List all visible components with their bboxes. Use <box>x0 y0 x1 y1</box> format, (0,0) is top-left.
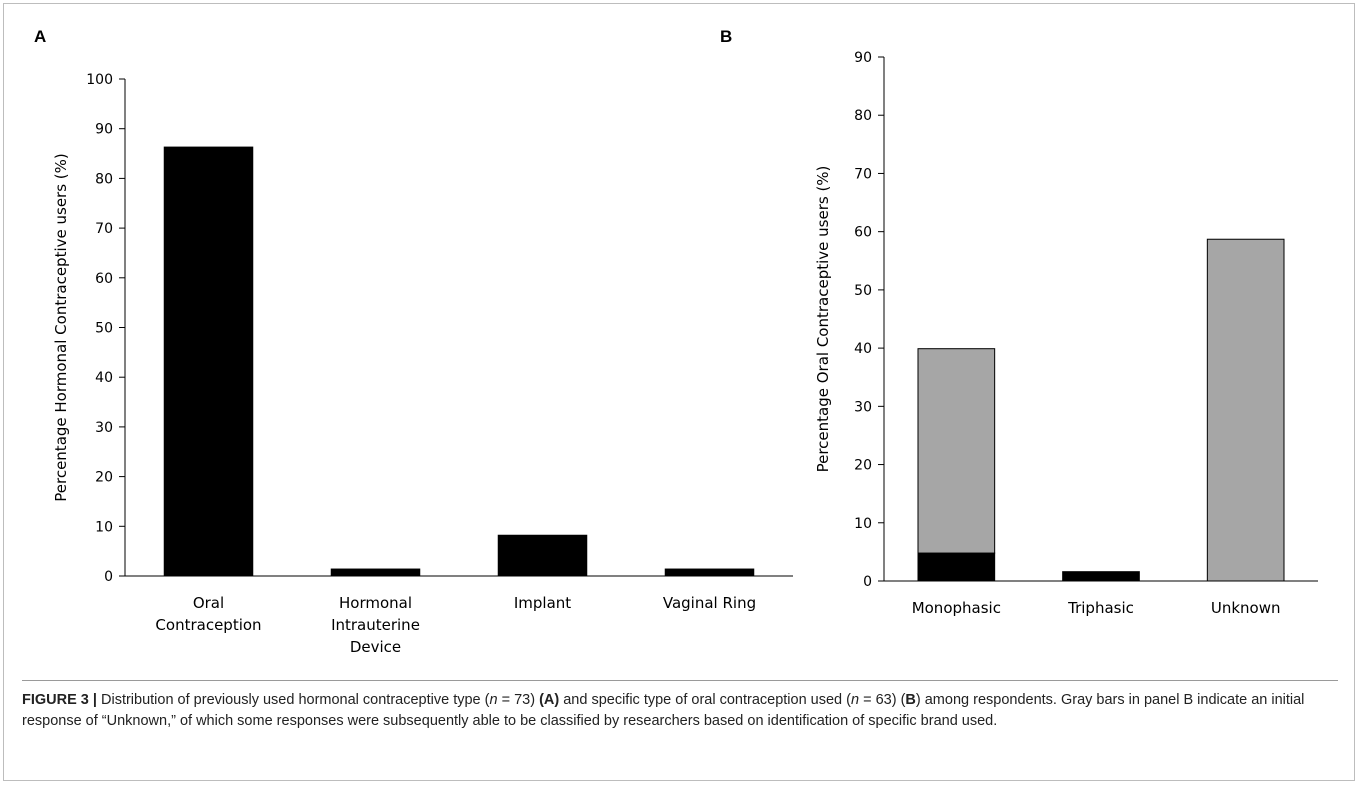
caption-text-1: Distribution of previously used hormonal… <box>96 692 490 708</box>
panel-a-y-tick-label: 0 <box>104 569 113 585</box>
caption-figure-label: FIGURE 3 | <box>22 692 97 708</box>
panel-b-y-tick-label: 0 <box>863 574 872 590</box>
panel-b-chart: 0 10 20 30 40 50 60 70 80 90 Monophasic Triphasic Un… <box>814 50 1318 617</box>
panel-b-y-tick-label: 50 <box>854 283 872 299</box>
panel-a-category-label: Vaginal Ring <box>663 594 756 612</box>
panel-a-y-tick-label: 20 <box>95 470 113 486</box>
panel-a-y-tick-label: 40 <box>95 370 113 386</box>
panel-b-bar-gray <box>917 348 996 554</box>
panel-b-category-label: Triphasic <box>1067 599 1134 617</box>
caption-divider <box>22 680 1338 681</box>
caption-n-symbol-1: n <box>489 692 498 708</box>
panel-b-y-axis-label: Percentage Oral Contraceptive users (%) <box>814 166 832 473</box>
caption-text-3: and specific type of oral contraception … <box>559 692 851 708</box>
panel-a-bar-black <box>330 568 421 577</box>
panel-a-letter: A <box>34 27 46 46</box>
caption-text-4: = 63) ( <box>859 692 906 708</box>
panel-b-bar-black <box>1062 571 1140 582</box>
panel-b-category-label: Monophasic <box>912 599 1001 617</box>
panel-b-category-label: Unknown <box>1211 599 1281 617</box>
figure-frame <box>3 3 1355 781</box>
panel-a-y-tick-label: 70 <box>95 221 113 237</box>
panel-b-letter: B <box>720 27 732 46</box>
panel-b-y-tick-label: 60 <box>854 225 872 241</box>
panel-b-y-tick-label: 90 <box>854 50 872 66</box>
panel-b-bar-gray <box>1206 238 1285 582</box>
caption-panel-b-ref: B <box>905 692 916 708</box>
panel-a-category-label: Hormonal Intrauterine Device <box>331 594 420 656</box>
figure-caption: FIGURE 3 | Distribution of previously us… <box>22 690 1338 732</box>
panel-a-y-tick-label: 90 <box>95 122 113 138</box>
panel-b-y-tick-label: 30 <box>854 399 872 415</box>
panel-a-y-tick-label: 60 <box>95 271 113 287</box>
panel-b-y-tick-label: 20 <box>854 458 872 474</box>
panel-b-y-tick-label: 70 <box>854 166 872 182</box>
panel-a-y-axis-label: Percentage Hormonal Contraceptive users … <box>52 153 70 502</box>
panel-a-y-tick-label: 50 <box>95 321 113 337</box>
caption-text-5: ) among respondents. Gray bars in panel … <box>22 692 1305 729</box>
panel-a-bar-black <box>163 146 254 577</box>
panel-a-bar-black <box>664 568 755 577</box>
panel-a-category-label: Implant <box>514 594 571 612</box>
panel-a-bar-black <box>497 534 588 577</box>
panel-b-y-tick-label: 80 <box>854 108 872 124</box>
panel-b-y-tick-label: 40 <box>854 341 872 357</box>
caption-panel-a-ref: (A) <box>539 692 560 708</box>
panel-a-y-tick-label: 10 <box>95 519 113 535</box>
panel-a-y-tick-label: 30 <box>95 420 113 436</box>
panel-a-y-tick-label: 80 <box>95 171 113 187</box>
panel-a-y-tick-label: 100 <box>86 72 113 88</box>
panel-b-y-tick-label: 10 <box>854 516 872 532</box>
caption-text-2: = 73) <box>497 692 540 708</box>
caption-n-symbol-2: n <box>850 692 860 708</box>
panel-a-category-label: Oral Contraception <box>155 594 261 634</box>
panel-b-bar-black <box>917 552 996 582</box>
panel-a-chart: 0 10 20 30 40 50 60 70 80 90 100 Oral Contraception H… <box>52 72 793 656</box>
